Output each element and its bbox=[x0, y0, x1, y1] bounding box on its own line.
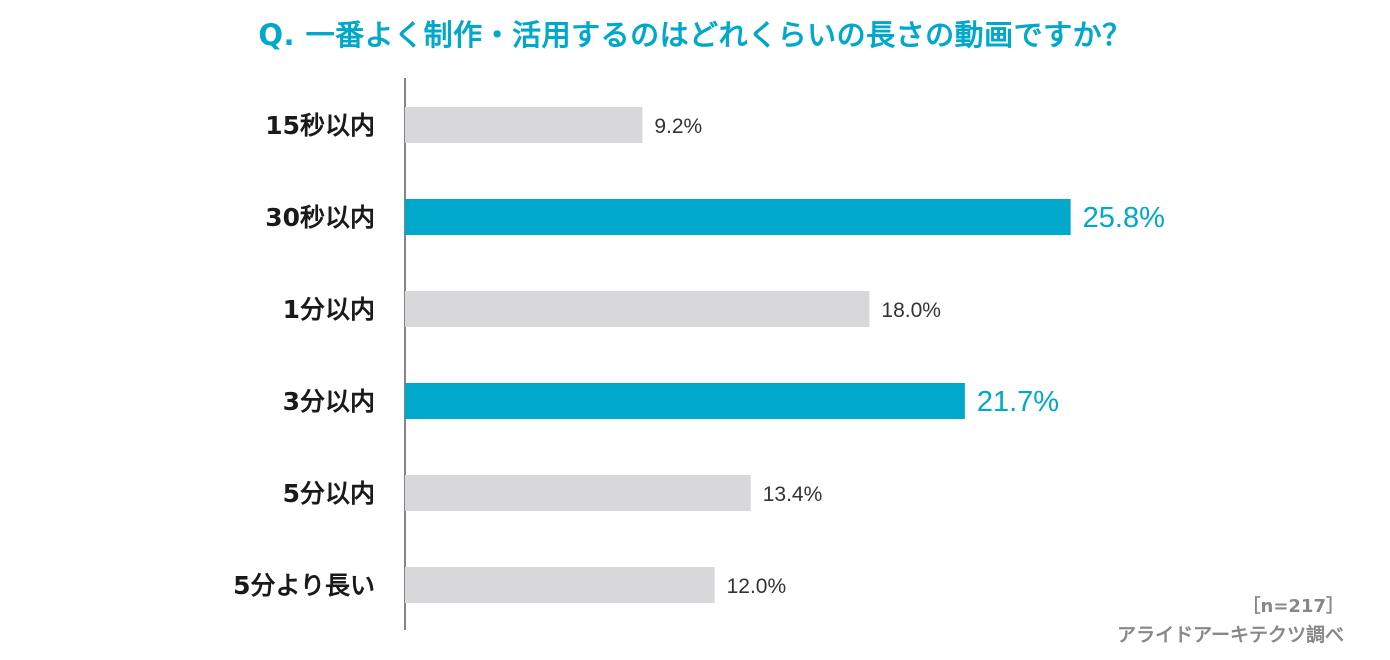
bar bbox=[405, 567, 715, 603]
value-label: 21.7% bbox=[977, 386, 1059, 418]
category-label: 15秒以内 bbox=[265, 111, 375, 140]
value-label: 9.2% bbox=[654, 115, 702, 138]
category-label: 5分以内 bbox=[283, 479, 375, 508]
bar bbox=[405, 291, 870, 327]
bar bbox=[405, 199, 1071, 235]
value-label: 25.8% bbox=[1083, 202, 1165, 234]
chart-title: Q. 一番よく制作・活用するのはどれくらいの長さの動画ですか？ bbox=[258, 18, 1132, 52]
sample-size-note: ［n=217］ bbox=[1242, 596, 1344, 617]
bar bbox=[405, 383, 965, 419]
value-label: 18.0% bbox=[881, 299, 941, 322]
bar bbox=[405, 107, 643, 143]
category-label: 5分より長い bbox=[233, 571, 375, 600]
value-label: 13.4% bbox=[763, 483, 823, 506]
category-label: 30秒以内 bbox=[265, 203, 375, 232]
category-label: 1分以内 bbox=[283, 295, 375, 324]
category-label: 3分以内 bbox=[283, 387, 375, 416]
value-label: 12.0% bbox=[727, 575, 787, 598]
bar bbox=[405, 475, 751, 511]
source-note: アライドアーキテクツ調べ bbox=[1117, 624, 1344, 646]
